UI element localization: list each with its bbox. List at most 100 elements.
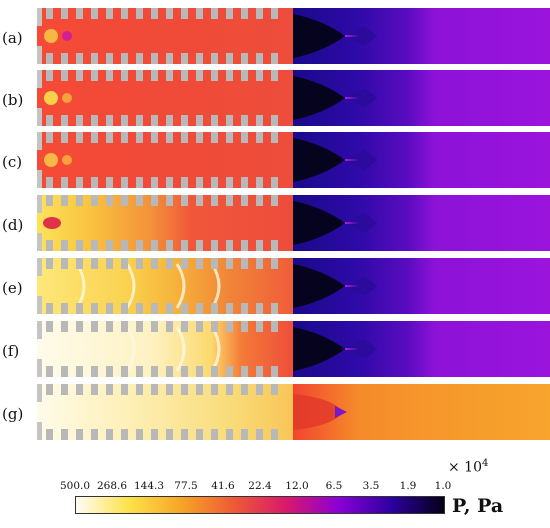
inlet-wall-bottom (37, 359, 42, 377)
baffle-top (46, 8, 53, 19)
baffle-bottom (181, 366, 188, 377)
shock-cell-tip (345, 222, 359, 224)
baffle-top (106, 70, 113, 81)
colorbar-ticks: 500.0 268.6 144.3 77.5 41.6 22.4 12.0 6.… (48, 480, 453, 494)
baffle-bottom (181, 240, 188, 251)
colorbar-tick: 77.5 (174, 480, 198, 492)
baffle-top (91, 384, 98, 395)
shock-cell-tip (345, 285, 359, 287)
baffle-bottom (226, 429, 233, 440)
pressure-field-panel-e (37, 258, 550, 314)
baffle-bottom (106, 115, 113, 126)
baffle-bottom (226, 53, 233, 64)
baffle-top (91, 321, 98, 332)
baffle-bottom (61, 240, 68, 251)
baffle-top (151, 258, 158, 269)
baffle-top (181, 70, 188, 81)
baffle-top (151, 384, 158, 395)
baffle-top (106, 132, 113, 143)
baffle-top (166, 384, 173, 395)
baffle-bottom (136, 303, 143, 314)
baffle-bottom (136, 366, 143, 377)
baffle-bottom (241, 115, 248, 126)
baffle-bottom (151, 429, 158, 440)
baffle-top (151, 70, 158, 81)
baffle-bottom (271, 303, 278, 314)
wave-front (175, 263, 186, 309)
baffle-top (241, 8, 248, 19)
baffle-bottom (136, 429, 143, 440)
baffle-bottom (196, 240, 203, 251)
baffle-top (196, 384, 203, 395)
baffle-top (211, 132, 218, 143)
baffle-top (226, 321, 233, 332)
baffle-top (196, 132, 203, 143)
baffle-top (211, 258, 218, 269)
baffle-top (241, 321, 248, 332)
baffle-bottom (256, 303, 263, 314)
baffle-bottom (61, 303, 68, 314)
baffle-top (226, 70, 233, 81)
colorbar-unit-label: P, Pa (452, 495, 504, 517)
baffle-bottom (46, 303, 53, 314)
baffle-bottom (121, 177, 128, 188)
pressure-field-panel-g (37, 384, 550, 440)
baffle-bottom (211, 303, 218, 314)
colorbar-tick: 500.0 (59, 480, 91, 492)
colorbar-tick: 12.0 (285, 480, 309, 492)
baffle-top (136, 132, 143, 143)
baffle-top (61, 70, 68, 81)
panel-label-g: (g) (2, 405, 24, 423)
baffle-bottom (181, 177, 188, 188)
panel-label-e: (e) (2, 279, 23, 297)
baffle-bottom (121, 53, 128, 64)
shock-cell-tip (345, 97, 359, 99)
inlet-wall-top (37, 321, 42, 339)
baffle-bottom (91, 303, 98, 314)
inlet-wall-top (37, 70, 42, 88)
shock-cell (293, 394, 343, 430)
baffle-top (46, 195, 53, 206)
baffle-top (46, 384, 53, 395)
baffle-bottom (241, 240, 248, 251)
baffle-bottom (181, 115, 188, 126)
baffle-bottom (121, 366, 128, 377)
baffle-bottom (196, 115, 203, 126)
baffle-bottom (196, 366, 203, 377)
baffle-bottom (241, 53, 248, 64)
wave-front (125, 263, 136, 309)
wave-blob (44, 153, 58, 167)
baffle-bottom (166, 429, 173, 440)
baffle-bottom (166, 115, 173, 126)
baffle-bottom (151, 115, 158, 126)
baffle-top (196, 70, 203, 81)
baffle-top (241, 132, 248, 143)
baffle-bottom (256, 240, 263, 251)
baffle-bottom (226, 115, 233, 126)
baffle-bottom (136, 115, 143, 126)
baffle-top (76, 195, 83, 206)
baffle-bottom (241, 303, 248, 314)
baffle-bottom (256, 366, 263, 377)
baffle-top (196, 258, 203, 269)
baffle-top (181, 384, 188, 395)
baffle-bottom (181, 303, 188, 314)
baffle-top (256, 70, 263, 81)
inlet-wall-top (37, 8, 42, 26)
baffle-bottom (196, 429, 203, 440)
baffle-bottom (151, 303, 158, 314)
baffle-top (181, 195, 188, 206)
baffle-top (226, 384, 233, 395)
baffle-top (91, 258, 98, 269)
channel-region (37, 132, 293, 188)
baffle-top (226, 132, 233, 143)
inlet-wall-bottom (37, 46, 42, 64)
baffle-top (181, 321, 188, 332)
baffle-top (181, 258, 188, 269)
shock-cell-second (345, 213, 377, 233)
inlet-wall-bottom (37, 170, 42, 188)
baffle-top (211, 70, 218, 81)
baffle-top (121, 70, 128, 81)
baffle-top (271, 8, 278, 19)
baffle-top (106, 384, 113, 395)
